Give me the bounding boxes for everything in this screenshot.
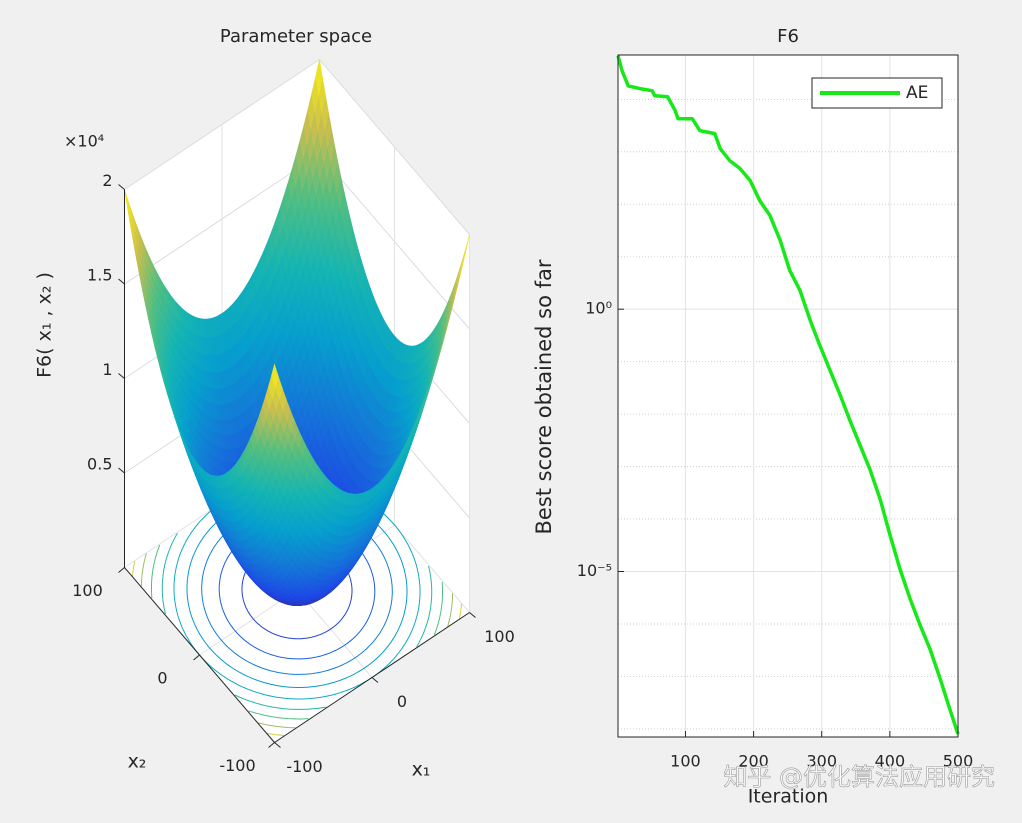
chart-title: F6 bbox=[777, 26, 799, 47]
y-tick bbox=[268, 742, 275, 748]
y-tick-label: 10⁻⁵ bbox=[577, 561, 612, 580]
z-tick-label: 1.5 bbox=[87, 266, 112, 285]
contour-line bbox=[234, 694, 327, 710]
y-tick-label: 100 bbox=[72, 581, 103, 600]
surface-patch bbox=[315, 59, 323, 96]
surface-patch bbox=[271, 363, 279, 390]
y-tick bbox=[118, 567, 125, 573]
x-tick-label: 300 bbox=[806, 752, 837, 771]
z-tick-label: 2 bbox=[102, 171, 112, 190]
contour-line bbox=[151, 544, 161, 599]
z-axis-label: F6( x₁ , x₂ ) bbox=[34, 272, 56, 378]
y-tick-label: -100 bbox=[219, 756, 255, 775]
surface-patch bbox=[462, 234, 470, 264]
z-tick bbox=[118, 467, 125, 474]
x-tick-label: -100 bbox=[286, 757, 322, 776]
contour-line bbox=[248, 710, 309, 720]
contour-line bbox=[447, 593, 454, 627]
x-tick bbox=[274, 742, 281, 748]
z-tick-label: 1 bbox=[102, 360, 112, 379]
axes-box bbox=[617, 54, 959, 738]
x-tick-label: 100 bbox=[484, 627, 515, 646]
y-axis-label: Best score obtained so far bbox=[532, 259, 556, 534]
line-series bbox=[616, 55, 960, 735]
contour-line bbox=[132, 561, 136, 577]
x-axis-label: x₁ bbox=[412, 759, 431, 781]
z-tick bbox=[118, 373, 125, 379]
contour-line bbox=[161, 532, 178, 615]
y-tick bbox=[193, 654, 200, 661]
x-tick bbox=[371, 677, 379, 683]
chart-title: Parameter space bbox=[220, 26, 372, 47]
x-tick-label: 400 bbox=[875, 752, 906, 771]
plot-area bbox=[618, 55, 958, 737]
contour-line bbox=[458, 603, 462, 619]
contour-line bbox=[416, 565, 433, 648]
surface bbox=[124, 59, 470, 607]
x-tick-label: 200 bbox=[738, 752, 769, 771]
contour-line bbox=[267, 732, 285, 737]
y-tick-label: 0 bbox=[157, 669, 167, 688]
surface-patch bbox=[124, 189, 132, 221]
x-tick-label: 500 bbox=[943, 752, 974, 771]
x-axis-label: Iteration bbox=[748, 786, 829, 808]
legend-label: AE bbox=[906, 83, 928, 103]
x-tick-label: 100 bbox=[670, 752, 701, 771]
z-tick bbox=[118, 278, 125, 285]
contour-line bbox=[140, 553, 147, 587]
z-tick bbox=[118, 184, 125, 190]
contour-line bbox=[258, 722, 296, 729]
watermark: 知乎 @优化算法应用研究 bbox=[723, 763, 995, 791]
y-tick-label: 10⁰ bbox=[585, 299, 612, 318]
contour-line bbox=[433, 581, 443, 636]
z-tick-label: 0.5 bbox=[87, 455, 112, 474]
x-tick bbox=[469, 612, 476, 618]
z-exponent: ×10⁴ bbox=[64, 132, 104, 151]
x-tick-label: 0 bbox=[397, 692, 407, 711]
y-axis-label: x₂ bbox=[128, 751, 147, 773]
